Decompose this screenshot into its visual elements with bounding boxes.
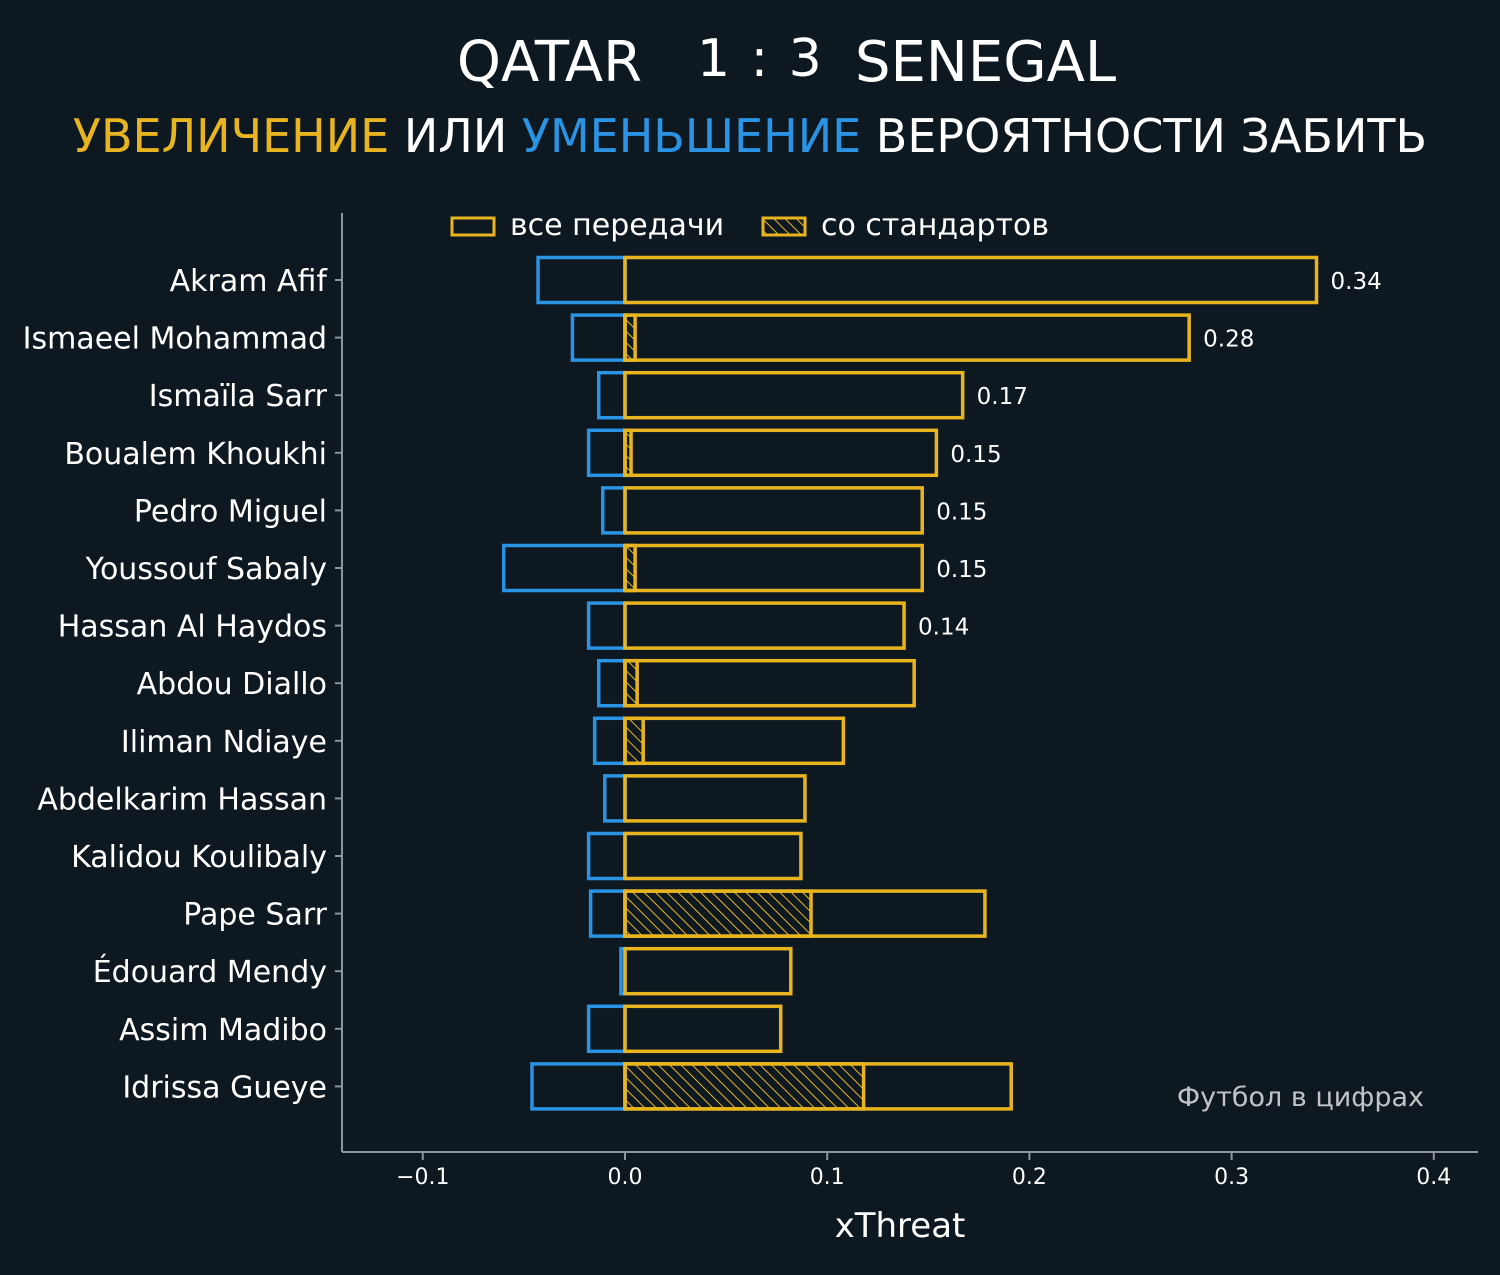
bar-value-label: 0.17 (977, 384, 1028, 410)
player-label: Abdou Diallo (137, 667, 327, 702)
positive-bar (623, 486, 924, 535)
positive-bar (623, 313, 1191, 362)
negative-bar (570, 313, 627, 362)
player-label: Édouard Mendy (93, 954, 327, 990)
player-label: Iliman Ndiaye (121, 725, 327, 760)
subtitle-increase: УВЕЛИЧЕНИЕ (72, 109, 390, 163)
match-score: 1 : 3 (697, 29, 824, 89)
bar-value-label: 0.28 (1203, 327, 1254, 353)
player-label: Pedro Miguel (134, 494, 327, 529)
negative-bar (530, 1062, 627, 1111)
watermark: Футбол в цифрах (1177, 1082, 1424, 1113)
player-label: Ismaeel Mohammad (23, 322, 327, 357)
x-tick-label: 0.2 (1012, 1165, 1047, 1190)
negative-bar (536, 255, 627, 305)
positive-bar (623, 370, 965, 420)
negative-bar (596, 370, 627, 420)
bar-value-label: 0.15 (936, 557, 987, 583)
legend-label-set-pieces: со стандартов (821, 208, 1049, 243)
negative-bar (592, 716, 627, 766)
player-label: Akram Afif (170, 264, 329, 299)
positive-bar (623, 1062, 1013, 1111)
away-team-name: SENEGAL (855, 30, 1117, 95)
x-tick-label: −0.1 (396, 1165, 449, 1190)
legend-swatch-set-pieces (761, 216, 807, 237)
subtitle-rest: ВЕРОЯТНОСТИ ЗАБИТЬ (875, 109, 1428, 163)
positive-bar (623, 946, 793, 996)
x-tick-label: 0.3 (1214, 1165, 1249, 1190)
negative-bar (603, 774, 627, 823)
player-label: Assim Madibo (119, 1013, 327, 1048)
negative-bar (588, 889, 627, 938)
chart-title: QATAR 1 : 3 SENEGAL (0, 28, 1500, 98)
positive-bar (623, 1004, 783, 1054)
set-piece-bar (623, 1062, 866, 1111)
x-tick-label: 0.4 (1416, 1165, 1451, 1190)
player-label: Abdelkarim Hassan (37, 782, 327, 817)
positive-bar (623, 543, 924, 593)
legend: все передачи со стандартов (450, 208, 1049, 243)
bar-value-label: 0.15 (950, 442, 1001, 468)
x-axis-title: xThreat (835, 1206, 966, 1246)
positive-bar (623, 889, 987, 938)
positive-bar (623, 658, 916, 708)
negative-bar (596, 658, 627, 708)
player-label: Ismaïla Sarr (149, 379, 328, 414)
y-axis-labels: Akram Afif Ismaeel Mohammad Ismaïla Sarr Bo… (23, 264, 342, 1105)
chart-subtitle: УВЕЛИЧЕНИЕ ИЛИ УМЕНЬШЕНИЕ ВЕРОЯТНОСТИ ЗА… (0, 106, 1500, 166)
bar-value-label: 0.34 (1331, 269, 1382, 295)
x-tick-label: 0.1 (810, 1165, 845, 1190)
player-label: Kalidou Koulibaly (71, 840, 327, 875)
positive-bar (623, 601, 906, 650)
positive-bar (623, 831, 803, 881)
negative-bar (586, 428, 627, 478)
legend-label-all-passes: все передачи (510, 208, 724, 243)
x-tick-label: 0.0 (608, 1165, 643, 1190)
bar-value-label: 0.14 (918, 615, 969, 641)
negative-bar (501, 543, 627, 593)
set-piece-bar (623, 716, 645, 766)
bar-value-label: 0.15 (936, 499, 987, 525)
player-label: Pape Sarr (183, 898, 327, 933)
negative-bar (586, 601, 627, 650)
positive-bar (623, 774, 807, 823)
legend-swatch-all-passes (450, 216, 496, 237)
negative-bar (601, 486, 627, 535)
positive-bar (623, 716, 846, 766)
subtitle-or: ИЛИ (403, 109, 508, 163)
set-piece-bar (623, 889, 813, 938)
set-piece-bar (623, 658, 639, 708)
home-team-name: QATAR (456, 30, 642, 95)
bars-group: 0.34 0.28 0.17 0.15 0.15 0.15 0.14 (501, 255, 1382, 1111)
x-axis-ticks: −0.1 0.0 0.1 0.2 0.3 0.4 (396, 1152, 1451, 1190)
positive-bar (623, 255, 1319, 305)
player-label: Hassan Al Haydos (58, 610, 327, 645)
subtitle-decrease: УМЕНЬШЕНИЕ (521, 109, 862, 163)
negative-bar (586, 831, 627, 881)
positive-bar (623, 428, 939, 478)
player-label: Youssouf Sabaly (85, 552, 327, 587)
player-label: Idrissa Gueye (122, 1070, 327, 1105)
negative-bar (586, 1004, 627, 1054)
player-label: Boualem Khoukhi (64, 437, 327, 472)
